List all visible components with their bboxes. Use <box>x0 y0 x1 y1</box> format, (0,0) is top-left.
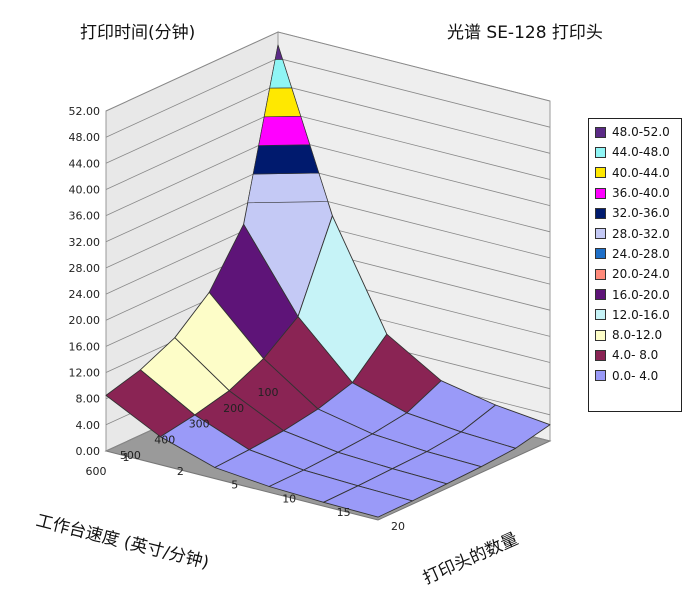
y-tick-label: 1 <box>123 451 130 464</box>
legend-swatch <box>595 370 606 382</box>
legend-item: 32.0-36.0 <box>595 203 681 223</box>
legend-label: 24.0-28.0 <box>612 246 670 261</box>
gridline <box>105 31 551 112</box>
legend-item: 48.0-52.0 <box>595 122 681 142</box>
z-tick-label: 0.00 <box>76 445 101 458</box>
chart-title: 光谱 SE-128 打印头 <box>447 23 603 43</box>
z-tick-label: 20.00 <box>69 314 101 327</box>
z-tick-label: 52.00 <box>69 105 101 118</box>
y-tick-label: 15 <box>337 506 351 519</box>
legend-item: 24.0-28.0 <box>595 244 681 264</box>
y-tick-label: 10 <box>282 492 296 505</box>
legend-item: 36.0-40.0 <box>595 183 681 203</box>
x-tick-label: 600 <box>86 465 107 478</box>
peak-band <box>274 45 283 60</box>
legend-label: 4.0- 8.0 <box>612 348 659 363</box>
x-tick-label: 300 <box>189 418 210 431</box>
z-axis-title: 打印时间(分钟) <box>80 23 196 43</box>
z-tick-label: 8.00 <box>76 393 101 406</box>
legend-swatch <box>595 349 606 361</box>
x-tick-label: 500 <box>120 449 141 462</box>
legend-swatch <box>595 187 606 199</box>
legend-label: 20.0-24.0 <box>612 267 670 282</box>
legend-label: 44.0-48.0 <box>612 145 670 160</box>
x-tick-label: 400 <box>154 433 175 446</box>
legend-swatch <box>595 146 606 158</box>
peak-band <box>252 144 320 175</box>
peak-band <box>258 115 311 146</box>
legend-item: 20.0-24.0 <box>595 264 681 284</box>
legend-swatch <box>595 228 606 240</box>
legend: 48.0-52.0 44.0-48.0 40.0-44.0 36.0-40.0 32.0… <box>588 118 682 412</box>
legend-item: 0.0- 4.0 <box>595 366 681 386</box>
z-tick-label: 32.00 <box>69 236 101 249</box>
legend-swatch <box>595 268 606 280</box>
legend-item: 16.0-20.0 <box>595 284 681 304</box>
y-tick-label: 20 <box>391 520 405 533</box>
legend-label: 32.0-36.0 <box>612 206 670 221</box>
legend-item: 12.0-16.0 <box>595 305 681 325</box>
legend-label: 40.0-44.0 <box>612 165 670 180</box>
z-tick-label: 48.00 <box>69 131 101 144</box>
z-tick-label: 16.00 <box>69 340 101 353</box>
legend-label: 0.0- 4.0 <box>612 368 659 383</box>
z-tick-label: 4.00 <box>76 419 101 432</box>
legend-swatch <box>595 207 606 219</box>
y-tick-label: 5 <box>231 479 238 492</box>
legend-swatch <box>595 329 606 341</box>
surface-cell <box>323 485 413 518</box>
peak-bands <box>247 45 329 204</box>
legend-item: 28.0-32.0 <box>595 223 681 243</box>
legend-label: 28.0-32.0 <box>612 226 670 241</box>
x-tick-label: 200 <box>223 402 244 415</box>
legend-item: 40.0-44.0 <box>595 163 681 183</box>
z-tick-label: 44.00 <box>69 157 101 170</box>
legend-swatch <box>595 289 606 301</box>
legend-item: 44.0-48.0 <box>595 142 681 162</box>
legend-swatch <box>595 167 606 179</box>
legend-item: 8.0-12.0 <box>595 325 681 345</box>
z-tick-label: 36.00 <box>69 210 101 223</box>
legend-label: 8.0-12.0 <box>612 328 663 343</box>
legend-swatch <box>595 126 606 138</box>
x-tick-label: 100 <box>258 386 279 399</box>
legend-label: 12.0-16.0 <box>612 307 670 322</box>
z-tick-label: 28.00 <box>69 262 101 275</box>
y-tick-label: 2 <box>177 465 184 478</box>
z-tick-label: 12.00 <box>69 367 101 380</box>
legend-label: 48.0-52.0 <box>612 125 670 140</box>
legend-swatch <box>595 248 606 260</box>
z-tick-label: 24.00 <box>69 288 101 301</box>
legend-label: 36.0-40.0 <box>612 186 670 201</box>
legend-item: 4.0- 8.0 <box>595 345 681 365</box>
peak-band <box>247 172 329 204</box>
legend-swatch <box>595 309 606 321</box>
z-tick-label: 40.00 <box>69 183 101 196</box>
legend-label: 16.0-20.0 <box>612 287 670 302</box>
